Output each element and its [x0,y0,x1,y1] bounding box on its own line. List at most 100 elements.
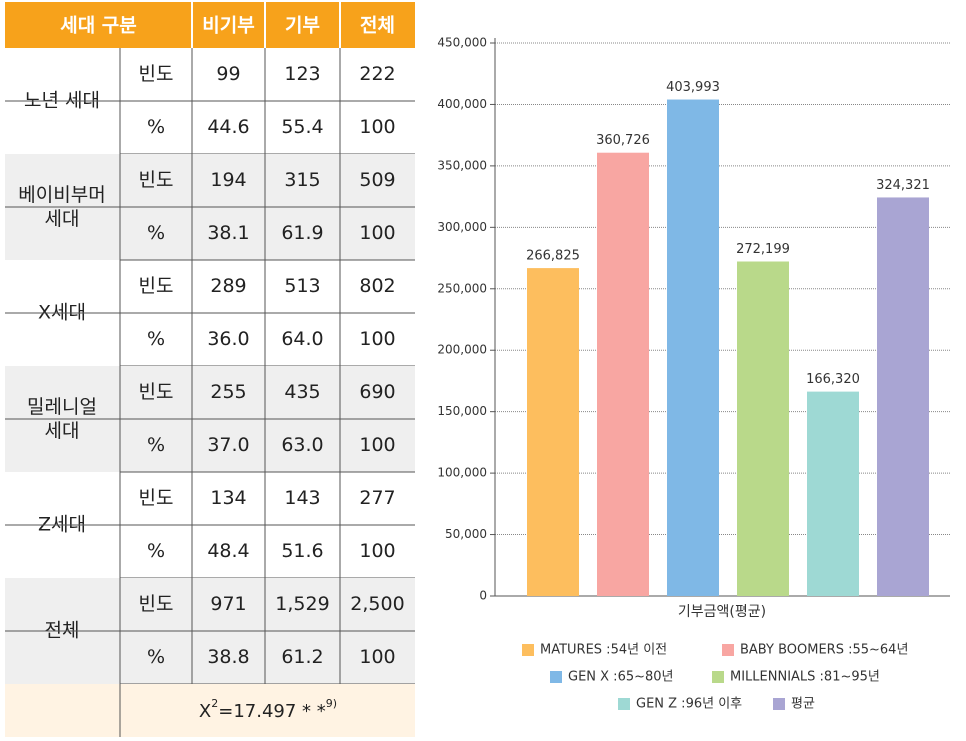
table-cell: 38.8 [207,646,249,668]
table-cell: 222 [359,63,395,85]
legend-swatch [550,671,562,683]
table-cell: 100 [359,646,395,668]
table-cell: 빈도 [139,169,174,191]
header-cell: 전체 [360,15,395,37]
legend-swatch [712,671,724,683]
table-cell: % [147,222,165,244]
table-cell: 802 [359,275,395,297]
table-cell: 690 [359,381,395,403]
table-cell: 194 [210,169,246,191]
table-cell: 100 [359,540,395,562]
table-cell: 36.0 [207,328,249,350]
bar [737,261,789,596]
table-cell: 134 [210,487,246,509]
table-cell: 64.0 [281,328,323,350]
footer-text: X2=17.497 * *9) [199,697,337,722]
table-cell: 255 [210,381,246,403]
table-cell: 빈도 [139,593,174,615]
footer-text: =17.497 * * [218,701,326,722]
y-tick-label: 100,000 [437,466,487,480]
table-cell: 38.1 [207,222,249,244]
y-tick-label: 400,000 [437,97,487,111]
table-cell: 37.0 [207,434,249,456]
group-label: 베이비부머 세대 [18,184,105,230]
group-label-line: 세대 [45,208,80,230]
y-tick-label: 0 [479,589,487,603]
y-tick-label: 300,000 [437,220,487,234]
legend-swatch [618,698,630,710]
group-label-line: 세대 [45,420,80,442]
y-tick-label: 250,000 [437,281,487,295]
legend-swatch [773,698,785,710]
table-cell: 143 [284,487,320,509]
table-cell: % [147,328,165,350]
table-cell: 435 [284,381,320,403]
value-label: 403,993 [666,80,720,95]
legend-swatch [522,644,534,656]
bar [807,391,859,596]
table-cell: 63.0 [281,434,323,456]
header-cell: 세대 구분 [60,15,137,37]
bar [877,197,929,596]
table-cell: 빈도 [139,487,174,509]
header-cell: 비기부 [202,15,254,37]
legend-swatch [722,644,734,656]
table-cell: 971 [210,593,246,615]
y-tick-label: 200,000 [437,343,487,357]
table-cell: 61.9 [281,222,323,244]
table-cell: 61.2 [281,646,323,668]
table-cell: % [147,116,165,138]
table-cell: 100 [359,222,395,244]
value-label: 360,726 [596,133,650,148]
group-label-line: 베이비부머 [18,184,105,206]
y-tick-label: 150,000 [437,404,487,418]
y-tick-label: 450,000 [437,36,487,50]
y-tick-label: 50,000 [445,527,487,541]
value-label: 266,825 [526,249,580,264]
y-tick-label: 350,000 [437,158,487,172]
footer-bg [5,684,415,737]
table-cell: 48.4 [207,540,249,562]
table-cell: 빈도 [139,381,174,403]
table-cell: 315 [284,169,320,191]
x-tick-label: 기부금액(평균) [678,604,766,620]
table-cell: % [147,540,165,562]
table-cell: 빈도 [139,63,174,85]
bar [667,99,719,597]
value-label: 324,321 [876,178,930,193]
table-cell: % [147,646,165,668]
table-cell: 44.6 [207,116,249,138]
bar [597,152,649,596]
header-bg [5,2,415,48]
value-label: 166,320 [806,372,860,387]
group-label: 밀레니얼 세대 [27,396,97,442]
table-cell: 99 [216,63,240,85]
bar [527,268,579,596]
legend-label: MILLENNIALS :81~95년 [730,670,880,685]
table-cell: 277 [359,487,395,509]
table-cell: 100 [359,116,395,138]
table-cell: 51.6 [281,540,323,562]
value-label: 272,199 [736,242,790,257]
footer-base: X [199,701,211,722]
table-cell: 100 [359,434,395,456]
table-cell: 55.4 [281,116,323,138]
footer-note: 9) [326,697,337,710]
table-cell: 513 [284,275,320,297]
group-label-line: 밀레니얼 [27,396,97,418]
table-cell: 123 [284,63,320,85]
legend-label: GEN X :65~80년 [568,670,674,685]
header-cell: 기부 [285,15,320,37]
table-cell: 1,529 [275,593,329,615]
legend-label: GEN Z :96년 이후 [636,697,742,712]
table-cell: % [147,434,165,456]
table-cell: 509 [359,169,395,191]
legend-label: BABY BOOMERS :55~64년 [740,643,908,658]
table-cell: 100 [359,328,395,350]
table-cell: 빈도 [139,275,174,297]
legend-label: 평균 [791,697,815,712]
footer-sup: 2 [211,697,218,710]
legend-label: MATURES :54년 이전 [540,643,667,658]
